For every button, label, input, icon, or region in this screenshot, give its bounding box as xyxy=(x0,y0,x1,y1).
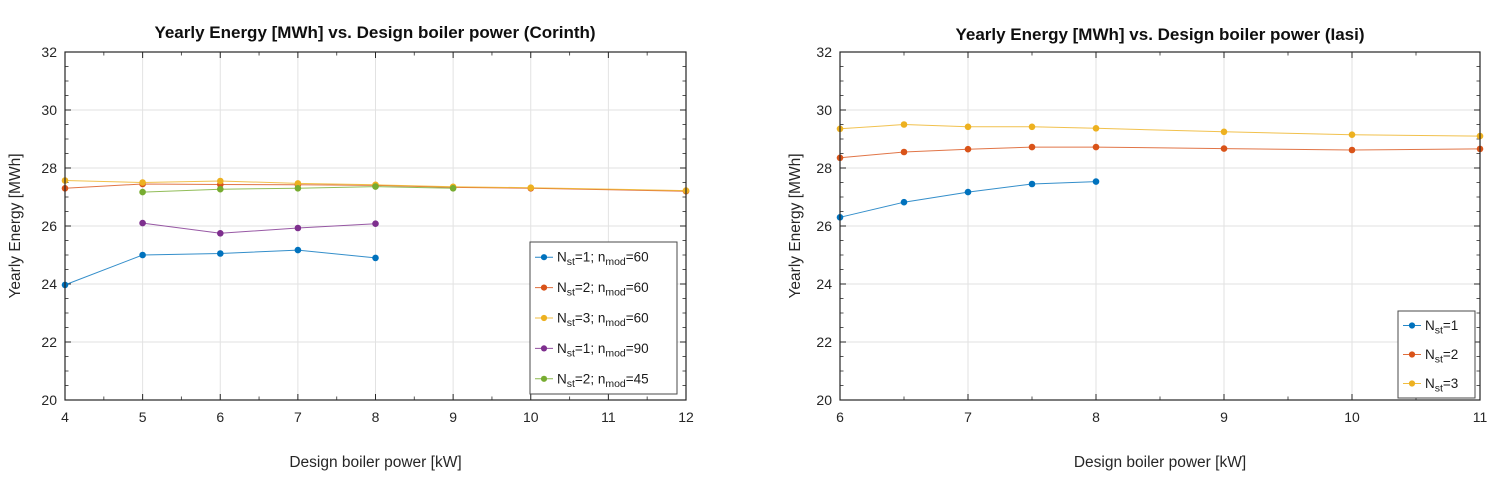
legend-label: Nst=1; nmod=60 xyxy=(557,250,649,269)
series-marker-4 xyxy=(217,185,224,193)
series-marker-3 xyxy=(372,220,379,227)
legend: Nst=1; nmod=60 Nst=2; nmod=60 Nst=3; nmod=… xyxy=(529,241,678,395)
series-line-1 xyxy=(839,146,1481,159)
series-marker-2 xyxy=(964,123,972,131)
legend-label: Nst=2 xyxy=(1425,347,1458,366)
x-tick-label: 12 xyxy=(678,409,694,425)
y-tick-label: 30 xyxy=(816,102,832,118)
legend-label: Nst=1 xyxy=(1425,318,1458,337)
series-marker-4 xyxy=(449,185,457,192)
series-marker-2 xyxy=(139,179,146,186)
series-marker-4 xyxy=(294,185,302,192)
series-marker-1 xyxy=(1028,143,1036,151)
series-marker-0 xyxy=(964,188,972,196)
legend-label: Nst=3; nmod=60 xyxy=(557,311,649,330)
series-marker-1 xyxy=(900,148,908,156)
series-marker-1 xyxy=(1348,146,1356,154)
series-marker-4 xyxy=(139,188,146,196)
series-marker-0 xyxy=(294,246,302,254)
legend-label: Nst=2; nmod=60 xyxy=(557,280,649,299)
series-marker-0 xyxy=(900,198,908,206)
y-tick-label: 32 xyxy=(41,44,57,60)
legend-swatch-marker xyxy=(1408,322,1416,329)
x-axis-label: Design boiler power [kW] xyxy=(1074,454,1246,471)
y-tick-label: 22 xyxy=(41,334,57,350)
legend-label: Nst=1; nmod=90 xyxy=(557,341,649,360)
series-marker-0 xyxy=(372,254,379,262)
y-tick-label: 20 xyxy=(41,392,57,408)
series-marker-2 xyxy=(900,121,908,128)
series-marker-2 xyxy=(1348,131,1356,138)
series-line-2 xyxy=(64,180,687,192)
legend-label: Nst=2; nmod=45 xyxy=(557,371,649,390)
x-tick-label: 7 xyxy=(964,409,972,425)
y-tick-label: 24 xyxy=(41,276,57,292)
x-tick-label: 8 xyxy=(372,409,380,425)
series-marker-2 xyxy=(217,177,224,185)
legend: Nst=1 Nst=2 Nst=3 xyxy=(1397,310,1476,399)
chart-corinth: 4 5 6 7 8 9 10 11 12 20 22 24 26 28 30 32 Yearly Energy … xyxy=(7,23,694,471)
legend-swatch-marker xyxy=(540,284,548,291)
series-marker-2 xyxy=(527,184,535,191)
legend-swatch-marker xyxy=(540,254,548,261)
y-tick-label: 22 xyxy=(816,334,832,350)
series-line-3 xyxy=(142,222,376,234)
legend-swatch-marker xyxy=(540,345,548,352)
chart-title: Yearly Energy [MWh] vs. Design boiler po… xyxy=(154,23,595,42)
y-tick-label: 20 xyxy=(816,392,832,408)
legend-swatch-marker xyxy=(540,375,548,382)
y-tick-label: 26 xyxy=(816,218,832,234)
series-marker-0 xyxy=(1028,180,1036,188)
x-tick-label: 10 xyxy=(523,409,539,425)
axis-frame xyxy=(64,51,687,401)
y-tick-label: 32 xyxy=(816,44,832,60)
x-tick-label: 5 xyxy=(139,409,147,425)
chart-iasi: 6 7 8 9 10 11 20 22 24 26 28 30 32 Yearly Energy [MWh… xyxy=(787,25,1488,471)
legend-swatch-marker xyxy=(1408,380,1416,387)
x-tick-label: 11 xyxy=(601,409,616,425)
y-tick-label: 30 xyxy=(41,102,57,118)
x-tick-label: 4 xyxy=(61,409,69,425)
series-marker-4 xyxy=(372,183,379,190)
x-axis-label: Design boiler power [kW] xyxy=(289,454,461,471)
y-tick-label: 28 xyxy=(41,160,57,176)
x-tick-label: 9 xyxy=(1220,409,1228,425)
series-marker-0 xyxy=(217,250,224,257)
x-tick-label: 9 xyxy=(449,409,457,425)
y-tick-label: 24 xyxy=(816,276,832,292)
series-line-2 xyxy=(839,123,1481,137)
series-marker-1 xyxy=(1220,145,1228,152)
series-marker-3 xyxy=(139,219,146,227)
series-marker-0 xyxy=(139,251,146,259)
series-marker-2 xyxy=(1028,123,1036,131)
x-tick-label: 8 xyxy=(1092,409,1100,425)
series-marker-2 xyxy=(1092,125,1100,132)
series-marker-1 xyxy=(1092,143,1100,151)
axis-frame xyxy=(839,51,1481,401)
legend-box xyxy=(529,241,678,395)
series-marker-1 xyxy=(964,145,972,153)
series-marker-0 xyxy=(1092,178,1100,185)
y-tick-label: 28 xyxy=(816,160,832,176)
series-marker-3 xyxy=(294,224,302,232)
y-tick-label: 26 xyxy=(41,218,57,234)
series-marker-3 xyxy=(217,230,224,237)
x-tick-label: 6 xyxy=(836,409,844,425)
x-tick-label: 6 xyxy=(216,409,224,425)
legend-label: Nst=3 xyxy=(1425,376,1458,395)
legend-swatch-marker xyxy=(540,314,548,322)
chart-title: Yearly Energy [MWh] vs. Design boiler po… xyxy=(955,25,1364,44)
y-axis-label: Yearly Energy [MWh] xyxy=(7,153,24,298)
x-tick-label: 11 xyxy=(1473,409,1488,425)
series-marker-2 xyxy=(294,180,302,187)
legend-swatch-marker xyxy=(1408,351,1416,358)
series-line-1 xyxy=(64,183,687,192)
x-tick-label: 7 xyxy=(294,409,302,425)
y-axis-label: Yearly Energy [MWh] xyxy=(787,153,804,298)
x-tick-label: 10 xyxy=(1344,409,1360,425)
series-marker-2 xyxy=(1220,128,1228,136)
